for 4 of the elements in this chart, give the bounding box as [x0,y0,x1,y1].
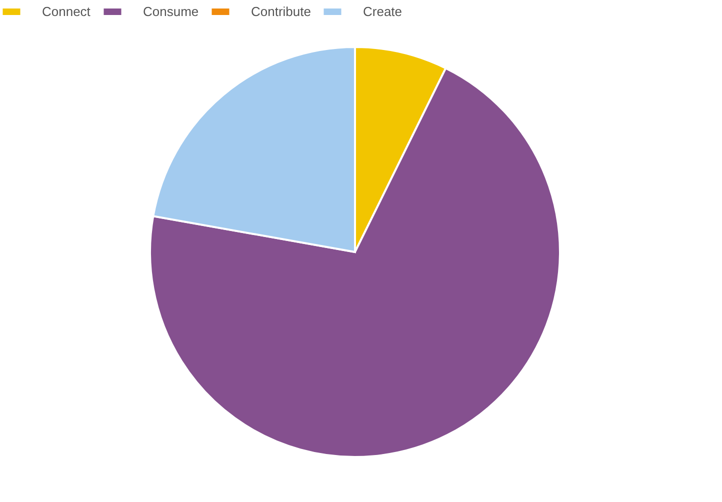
legend-label: Connect [42,4,91,19]
legend-label: Contribute [251,4,311,19]
legend-label: Create [363,4,402,19]
legend-label: Consume [143,4,199,19]
